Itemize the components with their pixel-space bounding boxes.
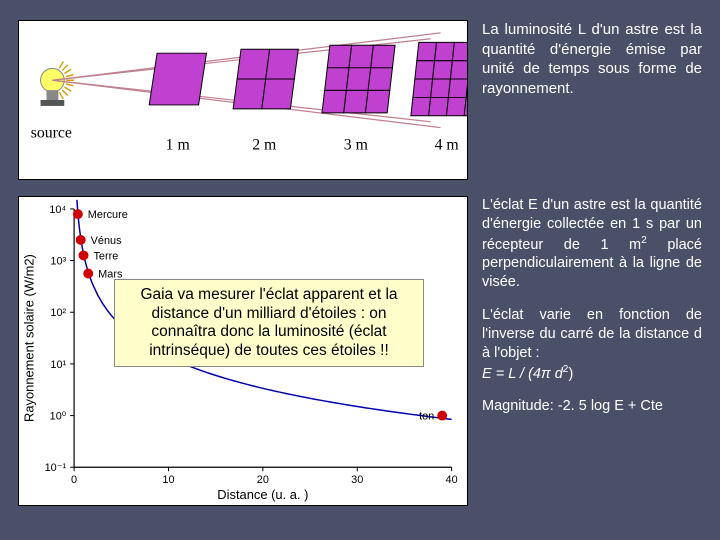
radiation-chart: 10⁻¹ 10⁰ 10¹ 10² 10³ 10⁴ 0 10 20 30 40 Distance (u.… xyxy=(18,196,468,506)
svg-text:Distance (u. a. ): Distance (u. a. ) xyxy=(217,487,308,502)
luminosity-paragraph: La luminosité L d'un astre est la quanti… xyxy=(482,21,702,97)
svg-text:10²: 10² xyxy=(50,307,66,319)
svg-text:0: 0 xyxy=(71,474,77,486)
inverse-square-law: L'éclat varie en fonction de l'inverse d… xyxy=(482,306,702,383)
luminosity-text: La luminosité L d'un astre est la quanti… xyxy=(482,20,702,180)
d2-exponent: 2 xyxy=(563,364,569,375)
law-text: L'éclat varie en fonction de l'inverse d… xyxy=(482,307,702,361)
svg-text:10¹: 10¹ xyxy=(50,359,66,371)
svg-text:20: 20 xyxy=(257,474,269,486)
svg-text:1 m: 1 m xyxy=(166,136,191,153)
svg-text:source: source xyxy=(31,125,72,142)
svg-text:Rayonnement solaire (W/m2): Rayonnement solaire (W/m2) xyxy=(21,254,36,422)
svg-text:10³: 10³ xyxy=(50,256,66,268)
svg-text:10⁻¹: 10⁻¹ xyxy=(45,462,67,474)
svg-text:30: 30 xyxy=(351,474,363,486)
gaia-callout: Gaia va mesurer l'éclat apparent et la d… xyxy=(114,279,424,367)
eclat-definition: L'éclat E d'un astre est la quantité d'é… xyxy=(482,196,702,292)
diagram-svg: source 1 m 2 m 3 m 4 m xyxy=(19,21,467,179)
right-text-column: L'éclat E d'un astre est la quantité d'é… xyxy=(482,196,702,506)
svg-text:ton: ton xyxy=(419,411,434,423)
svg-text:Vénus: Vénus xyxy=(91,235,122,247)
svg-text:10: 10 xyxy=(162,474,174,486)
svg-text:3 m: 3 m xyxy=(344,136,369,153)
inverse-square-diagram: source 1 m 2 m 3 m 4 m xyxy=(18,20,468,180)
svg-text:40: 40 xyxy=(446,474,458,486)
svg-text:Terre: Terre xyxy=(93,250,118,262)
svg-text:4 m: 4 m xyxy=(435,136,460,153)
svg-text:Mercure: Mercure xyxy=(88,209,128,221)
law-equation: E = L / (4π d xyxy=(482,365,563,381)
svg-text:2 m: 2 m xyxy=(252,136,277,153)
magnitude-formula: Magnitude: -2. 5 log E + Cte xyxy=(482,397,702,416)
svg-text:10⁰: 10⁰ xyxy=(50,411,67,423)
svg-text:10⁴: 10⁴ xyxy=(49,204,66,216)
